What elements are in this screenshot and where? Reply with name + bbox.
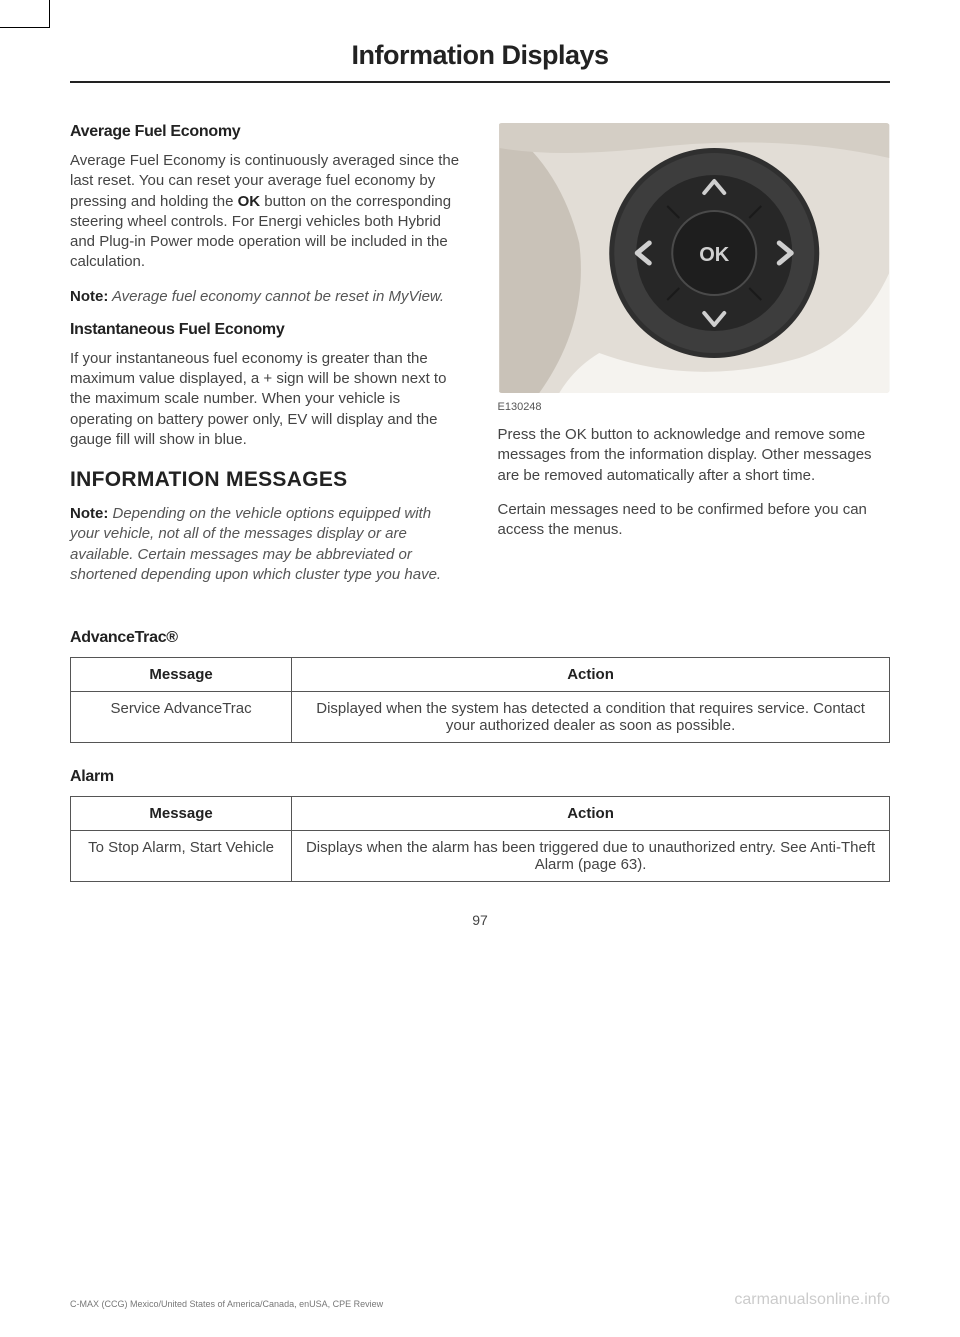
info-messages-note: Note: Depending on the vehicle options e… <box>70 504 463 585</box>
action-cell: Displayed when the system has detected a… <box>292 692 890 743</box>
left-column: Average Fuel Economy Average Fuel Econom… <box>70 123 463 599</box>
action-text-post: (page 63). <box>574 856 647 873</box>
action-text-pre: Displays when the alarm has been trigger… <box>306 839 810 856</box>
image-caption: E130248 <box>498 401 891 413</box>
message-cell: Service AdvanceTrac <box>71 692 292 743</box>
chapter-title: Information Displays <box>70 40 890 71</box>
ok-button-label: OK <box>699 244 730 266</box>
alarm-heading: Alarm <box>70 768 890 786</box>
right-paragraph-1: Press the OK button to acknowledge and r… <box>498 425 891 486</box>
note-text-2: Depending on the vehicle options equippe… <box>70 505 441 583</box>
two-column-layout: Average Fuel Economy Average Fuel Econom… <box>70 123 890 599</box>
page-content: Information Displays Average Fuel Econom… <box>0 0 960 988</box>
inst-fuel-paragraph: If your instantaneous fuel economy is gr… <box>70 349 463 450</box>
note-text: Average fuel economy cannot be reset in … <box>108 288 444 305</box>
note-label: Note: <box>70 288 108 305</box>
right-column: OK E130248 Press the OK bu <box>498 123 891 599</box>
message-header: Message <box>71 797 292 831</box>
ok-bold: OK <box>238 193 261 210</box>
avg-fuel-note: Note: Average fuel economy cannot be res… <box>70 287 463 307</box>
message-header: Message <box>71 658 292 692</box>
table-row: Service AdvanceTrac Displayed when the s… <box>71 692 890 743</box>
inst-fuel-heading: Instantaneous Fuel Economy <box>70 321 463 339</box>
message-cell: To Stop Alarm, Start Vehicle <box>71 831 292 882</box>
footer-watermark: carmanualsonline.info <box>734 1291 890 1309</box>
advancetrac-heading: AdvanceTrac® <box>70 629 890 647</box>
info-messages-heading: INFORMATION MESSAGES <box>70 468 463 492</box>
crop-mark-top-left <box>0 0 50 28</box>
action-header: Action <box>292 797 890 831</box>
action-header: Action <box>292 658 890 692</box>
action-cell: Displays when the alarm has been trigger… <box>292 831 890 882</box>
footer-model-info: C-MAX (CCG) Mexico/United States of Amer… <box>70 1299 383 1309</box>
table-header-row: Message Action <box>71 658 890 692</box>
steering-control-image: OK <box>498 123 891 393</box>
avg-fuel-heading: Average Fuel Economy <box>70 123 463 141</box>
avg-fuel-paragraph: Average Fuel Economy is continuously ave… <box>70 151 463 273</box>
page-number: 97 <box>70 912 890 928</box>
table-header-row: Message Action <box>71 797 890 831</box>
alarm-table: Message Action To Stop Alarm, Start Vehi… <box>70 796 890 882</box>
chapter-header: Information Displays <box>70 40 890 83</box>
table-row: To Stop Alarm, Start Vehicle Displays wh… <box>71 831 890 882</box>
right-paragraph-2: Certain messages need to be confirmed be… <box>498 500 891 541</box>
advancetrac-table: Message Action Service AdvanceTrac Displ… <box>70 657 890 743</box>
note-label-2: Note: <box>70 505 108 522</box>
